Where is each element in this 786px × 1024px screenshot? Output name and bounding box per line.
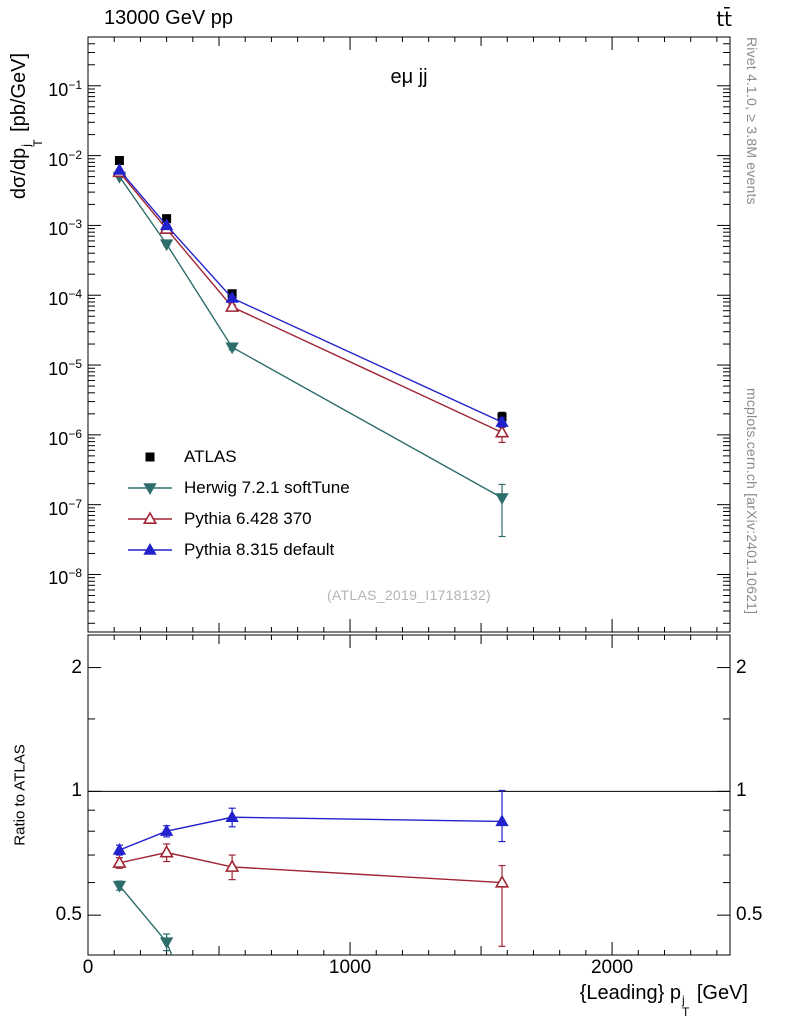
x-tick-label: 0 [82, 957, 94, 978]
ratio-tick-label-left: 1 [71, 780, 82, 802]
ratio-tick-label-right: 1 [736, 780, 747, 802]
legend-item-pythia6: Pythia 6.428 370 [126, 503, 350, 534]
y-tick-label: 10−4 [48, 287, 82, 310]
x-title-units: [GeV] [691, 982, 748, 1004]
process-title: tt̄ [716, 7, 732, 31]
series-main-2 [112, 164, 510, 443]
main-panel-frame [87, 36, 731, 633]
series-ratio-1 [112, 880, 174, 955]
atlas-marker-icon [145, 452, 155, 461]
legend-label: Pythia 8.315 default [184, 539, 335, 559]
legend: ATLAS Herwig 7.2.1 softTune Pythia 6.428… [126, 441, 350, 565]
mcplots-arxiv-label: mcplots.cern.ch [arXiv:2401.10621] [744, 388, 760, 615]
ratio-y-axis-title: Ratio to ATLAS [11, 744, 29, 846]
ratio-tick-label-left: 2 [71, 656, 82, 678]
x-tick-label: 1000 [328, 957, 372, 978]
pythia8-marker-icon [128, 542, 172, 555]
selection-annotation: eμ jj [390, 66, 428, 88]
series-main-0 [114, 156, 507, 424]
y-tick-label: 10−8 [48, 566, 82, 589]
ratio-tick-label-right: 2 [736, 656, 747, 678]
series-ratio-3 [112, 789, 509, 856]
ratio-tick-label-right: 0.5 [736, 904, 763, 926]
y-tick-label: 10−2 [48, 147, 82, 170]
y-title-units: [pb/GeV] [7, 52, 30, 138]
ratio-panel-frame [87, 634, 731, 956]
x-tick-label: 2000 [590, 957, 634, 978]
legend-item-atlas: ATLAS [126, 441, 350, 472]
herwig-marker-icon [128, 482, 172, 495]
rivet-version-label: Rivet 4.1.0, ≥ 3.8M events [744, 37, 760, 205]
series-main-3 [112, 163, 509, 428]
beam-energy-title: 13000 GeV pp [104, 7, 233, 29]
legend-label: Herwig 7.2.1 softTune [184, 477, 350, 497]
series-ratio-2 [112, 843, 510, 947]
y-tick-label: 10−3 [48, 217, 82, 240]
y-tick-label: 10−5 [48, 357, 82, 380]
legend-item-pythia8: Pythia 8.315 default [126, 534, 350, 565]
main-y-axis-title: dσ/dp j T [pb/GeV] [7, 52, 46, 200]
legend-label: ATLAS [184, 446, 237, 466]
legend-item-herwig: Herwig 7.2.1 softTune [126, 472, 350, 503]
y-tick-label: 10−6 [48, 426, 82, 449]
pythia6-marker-icon [128, 510, 172, 524]
y-title-prefix: dσ/dp [7, 147, 30, 200]
legend-label: Pythia 6.428 370 [184, 508, 312, 528]
ratio-tick-label-left: 0.5 [55, 904, 82, 926]
analysis-id-watermark: (ATLAS_2019_I1718132) [326, 587, 492, 603]
y-tick-label: 10−1 [48, 77, 82, 100]
y-tick-label: 10−7 [48, 496, 82, 519]
x-title-prefix: {Leading} p [579, 982, 681, 1004]
